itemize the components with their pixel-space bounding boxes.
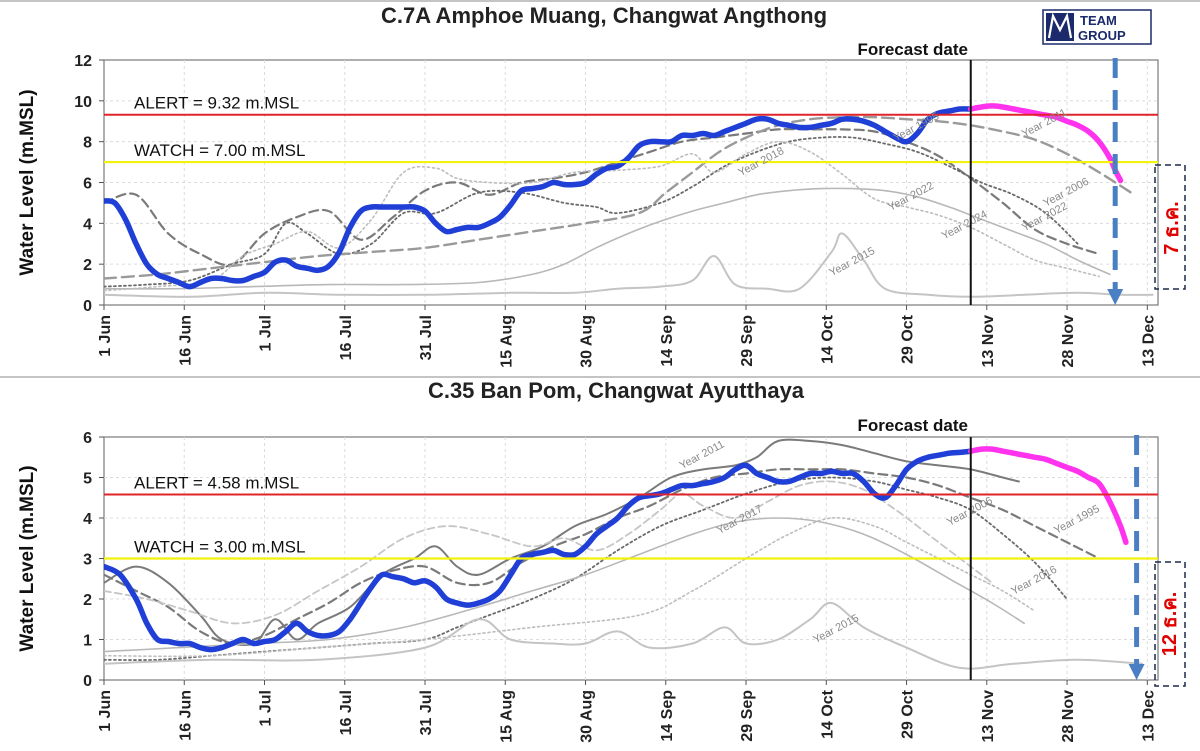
series-line-year-2024: [104, 140, 1100, 292]
y-tick-label: 4: [83, 511, 92, 528]
x-tick-label: 29 Sep: [739, 690, 756, 742]
y-tick-label: 2: [83, 592, 92, 609]
alert-label: ALERT = 4.58 m.MSL: [134, 474, 299, 493]
y-tick-label: 5: [83, 471, 92, 488]
x-tick-label: 14 Oct: [819, 314, 836, 364]
series-line-forecast: [967, 103, 1124, 184]
x-tick-label: 14 Oct: [819, 689, 836, 739]
series-line-year-2017: [104, 480, 993, 625]
series-group: [104, 103, 1154, 298]
y-tick-label: 3: [83, 552, 92, 569]
watch-label: WATCH = 7.00 m.MSL: [134, 141, 305, 160]
target-date-box: [1154, 164, 1186, 290]
y-tick-label: 4: [83, 216, 92, 233]
x-tick-label: 31 Jul: [418, 315, 435, 360]
forecast-date-label: Forecast date: [857, 40, 968, 59]
series-line-year-2006: [104, 136, 1079, 288]
target-date-label: 12 ธ.ค.: [1159, 592, 1181, 657]
target-date-label: 7 ธ.ค.: [1161, 201, 1183, 254]
y-axis-label: Water Level (m.MSL): [17, 465, 38, 651]
x-tick-label: 15 Aug: [498, 690, 515, 743]
chart-panel-c7a: C.7A Amphoe Muang, Changwat Angthong 0 2 4 6…: [17, 3, 1186, 368]
y-tick-label: 0: [83, 298, 92, 315]
series-line-observed: [104, 106, 974, 290]
x-tick-label: 13 Nov: [980, 315, 997, 368]
series-line-year-2015: [104, 601, 1143, 670]
x-tick-label: 31 Jul: [418, 690, 435, 735]
watch-label: WATCH = 3.00 m.MSL: [134, 538, 305, 557]
x-tick-label: 29 Oct: [900, 314, 917, 364]
arrow-head-icon: [1128, 664, 1145, 680]
y-axis-label: Water Level (m.MSL): [17, 89, 38, 275]
series-line-year-2011: [104, 115, 1133, 280]
x-tick-label: 13 Dec: [1140, 690, 1157, 742]
x-tick-label: 1 Jun: [97, 315, 114, 357]
y-tick-label: 8: [83, 135, 92, 152]
x-tick-label: 30 Aug: [579, 690, 596, 743]
x-tick-label: 1 Jun: [97, 690, 114, 732]
series-line-year-1995: [104, 127, 1101, 267]
x-tick-label: 1 Jul: [258, 315, 275, 351]
chart-panel-c35: C.35 Ban Pom, Changwat Ayutthaya 0 1 2 3 4 5 6 1…: [17, 378, 1186, 743]
series-line-observed: [104, 448, 974, 653]
chart-title: C.7A Amphoe Muang, Changwat Angthong: [381, 3, 827, 28]
x-tick-label: 28 Nov: [1060, 690, 1077, 743]
x-tick-label: 16 Jun: [177, 315, 194, 366]
y-tick-label: 10: [74, 94, 92, 111]
forecast-date-label: Forecast date: [857, 416, 968, 435]
y-tick-label: 2: [83, 257, 92, 274]
team-group-logo: TEAM GROUP: [1042, 9, 1152, 45]
target-date-box: [1154, 561, 1186, 687]
x-tick-label: 16 Jul: [338, 315, 355, 360]
series-line-forecast: [967, 446, 1129, 546]
x-tick-label: 15 Aug: [498, 315, 515, 368]
x-tick-label: 16 Jul: [338, 690, 355, 735]
series-group: [104, 438, 1143, 670]
y-tick-label: 12: [74, 53, 92, 70]
x-tick-label: 14 Sep: [659, 690, 676, 742]
series-line-year-1995: [104, 467, 1101, 645]
x-tick-label: 1 Jul: [258, 690, 275, 726]
x-tick-label: 30 Aug: [579, 315, 596, 368]
x-tick-label: 28 Nov: [1060, 315, 1077, 368]
logo-text-line1: TEAM: [1080, 13, 1117, 28]
arrow-head-icon: [1107, 289, 1124, 305]
series-line-year-2022: [104, 517, 1025, 653]
x-tick-label: 16 Jun: [177, 690, 194, 741]
y-tick-label: 6: [83, 176, 92, 193]
y-tick-label: 6: [83, 430, 92, 447]
chart-title: C.35 Ban Pom, Changwat Ayutthaya: [428, 378, 805, 403]
x-tick-label: 14 Sep: [659, 315, 676, 367]
series-line-year-2016: [104, 516, 1036, 658]
series-line-year-2022: [104, 187, 1111, 290]
alert-label: ALERT = 9.32 m.MSL: [134, 94, 299, 113]
y-tick-label: 0: [83, 673, 92, 690]
x-tick-label: 29 Sep: [739, 315, 756, 367]
x-tick-label: 29 Oct: [900, 689, 917, 739]
x-tick-label: 13 Dec: [1140, 315, 1157, 367]
logo-text-line2: GROUP: [1078, 28, 1126, 43]
x-tick-label: 13 Nov: [980, 690, 997, 743]
y-tick-label: 1: [83, 633, 92, 650]
